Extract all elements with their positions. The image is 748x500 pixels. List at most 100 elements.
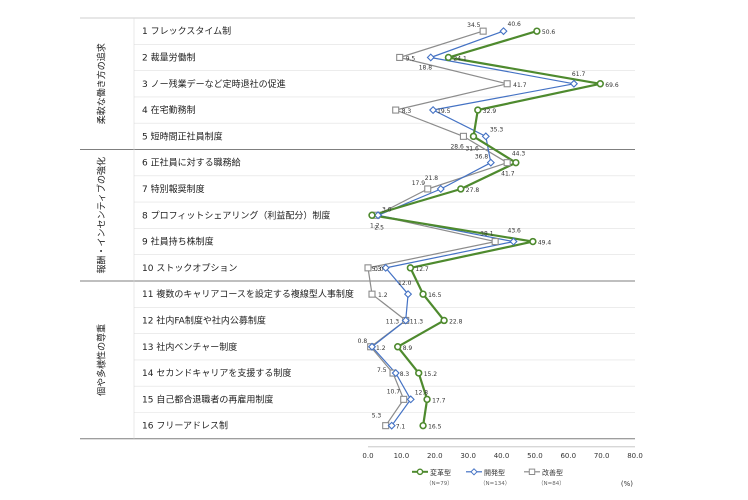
- data-label: 41.7: [501, 171, 515, 178]
- unit-label: (%): [621, 480, 633, 488]
- data-label: 61.7: [572, 71, 586, 78]
- point-develop-marker: [381, 263, 390, 272]
- legend-label: 改善型: [542, 468, 563, 477]
- x-tick-label: 0.0: [362, 452, 373, 460]
- point-develop-marker: [569, 79, 579, 88]
- x-tick-label: 80.0: [627, 452, 643, 460]
- x-tick-label: 50.0: [527, 452, 543, 460]
- point-develop-marker: [401, 316, 410, 325]
- point-develop-marker: [367, 342, 377, 351]
- data-label: 1.2: [370, 222, 380, 229]
- point-improve-marker: [503, 80, 511, 88]
- data-label: 5.3: [372, 413, 382, 420]
- series-line-0: [370, 30, 602, 426]
- x-tick-label: 60.0: [560, 452, 576, 460]
- data-label: 49.4: [538, 240, 552, 247]
- data-label: 7.1: [396, 424, 406, 431]
- point-transform-marker: [440, 316, 448, 325]
- point-improve-marker: [459, 132, 468, 140]
- x-tick-label: 10.0: [394, 452, 410, 460]
- legend-label: 開発型: [484, 468, 505, 477]
- legend-marker: [470, 468, 478, 476]
- category-label: 6 正社員に対する職務給: [142, 157, 241, 169]
- data-label: 38.1: [480, 231, 494, 238]
- data-label: 0.8: [358, 338, 368, 345]
- point-develop-marker: [481, 132, 490, 141]
- series-line-2: [367, 30, 508, 427]
- point-develop-marker: [373, 211, 383, 220]
- data-label: 1.2: [378, 292, 388, 299]
- x-axis: 0.0 10.0 20.0 30.0 40.0 50.0 60.0 70.0 80.0: [362, 446, 643, 460]
- data-label: 17.9: [412, 180, 426, 187]
- point-transform-marker: [444, 53, 453, 62]
- data-label: 22.8: [449, 318, 463, 325]
- point-transform-marker: [533, 27, 541, 35]
- point-transform-marker: [474, 106, 482, 114]
- point-develop-marker: [426, 53, 435, 62]
- category-label: 16 フリーアドレス制: [142, 420, 228, 432]
- data-label: 7.5: [377, 367, 387, 374]
- data-label: 16.5: [428, 292, 442, 299]
- data-label: 3.0: [382, 206, 392, 213]
- data-label: 32.9: [483, 108, 497, 115]
- category-label: 15 自己都合退職者の再雇用制度: [142, 393, 273, 405]
- point-transform-marker: [529, 237, 537, 246]
- point-improve-marker: [479, 27, 487, 35]
- point-transform-marker: [406, 264, 415, 272]
- series-layer: [364, 27, 604, 430]
- data-label: 9.5: [406, 55, 416, 62]
- x-tick-label: 20.0: [427, 452, 443, 460]
- data-label: 8.3: [400, 371, 410, 378]
- data-label: 12.8: [415, 389, 429, 396]
- data-label: 17.7: [432, 397, 446, 404]
- category-label: 2 裁量労働制: [142, 51, 196, 63]
- legend-sample-size: （N=134）: [480, 480, 510, 487]
- point-improve-marker: [503, 159, 511, 167]
- category-label: 11 複数のキャリアコースを設定する複線型人事制度: [142, 288, 354, 300]
- category-label: 9 社員持ち株制度: [142, 236, 214, 248]
- data-label: 5.3: [372, 266, 382, 273]
- data-label: 15.2: [424, 371, 438, 378]
- data-label: 35.3: [490, 126, 504, 133]
- point-transform-marker: [423, 395, 431, 404]
- category-label: 8 プロフィットシェアリング（利益配分）制度: [142, 209, 330, 221]
- data-label: 50.6: [542, 29, 556, 36]
- category-label: 10 ストックオプション: [142, 263, 237, 274]
- data-label: 27.8: [466, 187, 480, 194]
- legend-marker: [416, 468, 424, 476]
- legend-marker: [528, 468, 536, 476]
- point-transform-marker: [368, 211, 376, 219]
- point-transform-marker: [394, 343, 402, 351]
- data-label: 24.1: [453, 55, 467, 62]
- point-transform-marker: [596, 80, 604, 88]
- data-label: 40.6: [508, 21, 522, 28]
- category-label: 12 社内FA制度や社内公募制度: [142, 314, 266, 326]
- group-label: 個や多様性の尊重: [96, 324, 108, 396]
- point-develop-marker: [403, 290, 413, 299]
- point-develop-marker: [387, 421, 396, 430]
- point-develop-marker: [391, 368, 400, 378]
- x-tick-label: 30.0: [460, 452, 476, 460]
- point-improve-marker: [368, 290, 376, 298]
- legend-sample-size: （N=79）: [426, 480, 453, 487]
- point-transform-marker: [457, 185, 465, 193]
- group-label: 柔軟な働き方の追求: [96, 43, 108, 124]
- point-improve-marker: [364, 264, 372, 272]
- point-improve-marker: [396, 53, 404, 62]
- point-develop-marker: [486, 158, 495, 167]
- category-label: 14 セカンドキャリアを支援する制度: [142, 367, 291, 379]
- category-label: 13 社内ベンチャー制度: [142, 341, 237, 353]
- point-improve-marker: [491, 238, 499, 246]
- point-develop-marker: [436, 184, 445, 194]
- data-label: 8.9: [403, 345, 413, 352]
- x-tick-label: 40.0: [494, 452, 510, 460]
- category-label: 3 ノー残業デーなど定時退社の促進: [142, 78, 286, 90]
- category-label: 1 フレックスタイム制: [142, 25, 231, 37]
- data-label: 12.7: [415, 266, 429, 273]
- point-transform-marker: [469, 132, 478, 141]
- data-label: 31.6: [465, 145, 479, 152]
- group-label: 報酬・インセンティブの強化: [96, 157, 108, 273]
- point-transform-marker: [415, 369, 423, 377]
- data-labels-layer: 50.624.169.632.931.644.327.81.249.412.71…: [358, 21, 619, 431]
